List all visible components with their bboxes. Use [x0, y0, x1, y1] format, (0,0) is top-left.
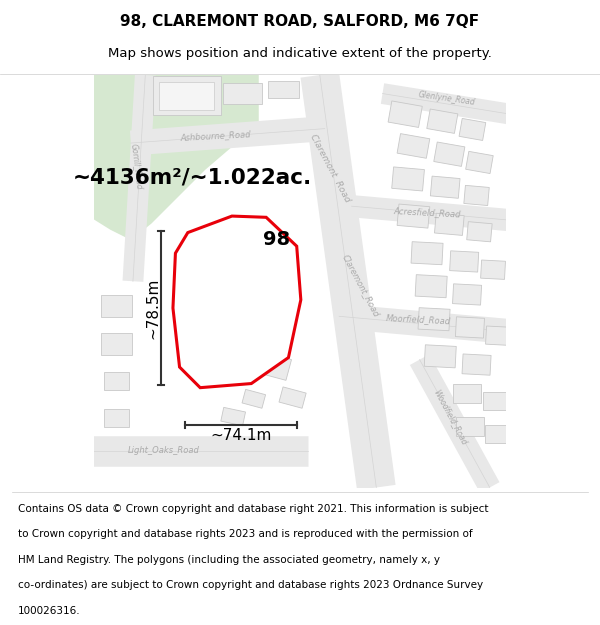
Polygon shape: [456, 416, 484, 436]
Polygon shape: [94, 75, 259, 240]
Polygon shape: [397, 204, 430, 228]
Text: Woodfield_Road: Woodfield_Road: [432, 388, 469, 447]
Text: Light_Oaks_Road: Light_Oaks_Road: [128, 446, 200, 455]
Polygon shape: [483, 392, 506, 410]
Polygon shape: [459, 118, 486, 141]
Text: Ashbourne_Road: Ashbourne_Road: [180, 130, 251, 142]
Text: Acresfield_Road: Acresfield_Road: [393, 206, 461, 218]
Text: ~74.1m: ~74.1m: [211, 429, 272, 444]
Polygon shape: [430, 176, 460, 198]
Text: Gorrill_Road: Gorrill_Road: [130, 143, 145, 190]
Polygon shape: [453, 384, 481, 403]
Text: to Crown copyright and database rights 2023 and is reproduced with the permissio: to Crown copyright and database rights 2…: [18, 529, 473, 539]
Polygon shape: [485, 425, 509, 443]
Text: Map shows position and indicative extent of the property.: Map shows position and indicative extent…: [108, 48, 492, 61]
Polygon shape: [255, 351, 292, 381]
Text: Glenlyrie_Road: Glenlyrie_Road: [418, 91, 476, 108]
Polygon shape: [434, 213, 464, 236]
Polygon shape: [268, 81, 299, 98]
Polygon shape: [462, 354, 491, 375]
Polygon shape: [481, 260, 505, 279]
Text: Moorfield_Road: Moorfield_Road: [386, 313, 451, 326]
Text: Claremont  Road: Claremont Road: [308, 132, 352, 203]
Polygon shape: [173, 216, 301, 388]
Polygon shape: [159, 82, 214, 109]
Polygon shape: [223, 83, 262, 104]
Polygon shape: [152, 76, 221, 115]
Polygon shape: [392, 167, 424, 191]
Polygon shape: [104, 409, 129, 428]
Polygon shape: [452, 284, 482, 305]
Polygon shape: [434, 142, 465, 166]
Text: HM Land Registry. The polygons (including the associated geometry, namely x, y: HM Land Registry. The polygons (includin…: [18, 555, 440, 565]
Polygon shape: [455, 317, 484, 338]
Polygon shape: [427, 109, 458, 133]
Polygon shape: [411, 242, 443, 265]
Text: 98: 98: [263, 229, 290, 249]
Polygon shape: [101, 333, 132, 354]
Polygon shape: [104, 372, 129, 390]
Text: 98, CLAREMONT ROAD, SALFORD, M6 7QF: 98, CLAREMONT ROAD, SALFORD, M6 7QF: [121, 14, 479, 29]
Polygon shape: [466, 151, 493, 174]
Text: Contains OS data © Crown copyright and database right 2021. This information is : Contains OS data © Crown copyright and d…: [18, 504, 488, 514]
Polygon shape: [279, 387, 306, 408]
Polygon shape: [464, 186, 489, 206]
Text: Claremont_Road: Claremont_Road: [341, 253, 382, 318]
Polygon shape: [424, 345, 456, 368]
Polygon shape: [221, 408, 245, 426]
Polygon shape: [449, 251, 479, 272]
Text: 100026316.: 100026316.: [18, 606, 80, 616]
Text: ~4136m²/~1.022ac.: ~4136m²/~1.022ac.: [72, 168, 311, 187]
Polygon shape: [101, 295, 132, 317]
Polygon shape: [415, 274, 447, 298]
Polygon shape: [397, 134, 430, 158]
Polygon shape: [242, 389, 266, 408]
Text: ~78.5m: ~78.5m: [145, 278, 160, 339]
Polygon shape: [485, 326, 511, 346]
Polygon shape: [388, 101, 422, 127]
Text: co-ordinates) are subject to Crown copyright and database rights 2023 Ordnance S: co-ordinates) are subject to Crown copyr…: [18, 580, 483, 590]
Polygon shape: [467, 222, 492, 242]
Polygon shape: [418, 308, 450, 331]
